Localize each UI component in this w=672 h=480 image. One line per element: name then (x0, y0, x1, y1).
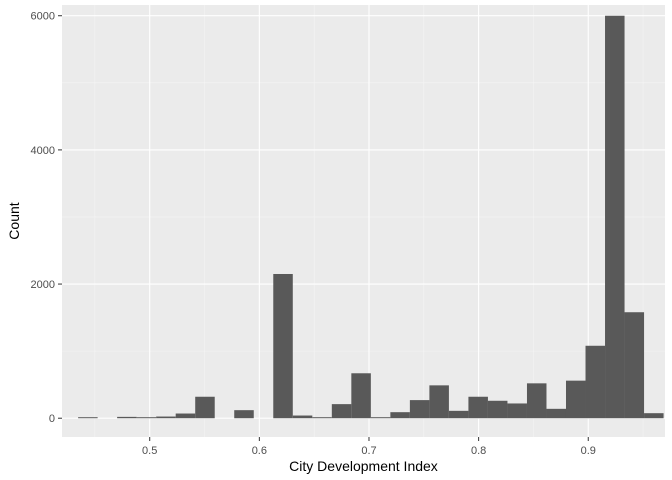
y-tick-label: 0 (49, 413, 55, 425)
y-tick-label: 4000 (31, 145, 55, 157)
histogram-bar (468, 396, 488, 419)
x-tick-label: 0.6 (252, 445, 267, 457)
histogram-bar (175, 413, 196, 419)
histogram-bar (526, 383, 547, 419)
histogram-bar (156, 416, 176, 419)
histogram-bar (605, 15, 625, 419)
minor-gridlines (62, 5, 665, 437)
histogram-bar (351, 373, 371, 419)
y-axis-ticks: 0 2000 4000 6000 (31, 11, 62, 425)
x-axis-title: City Development Index (289, 458, 438, 474)
histogram-bar (117, 416, 137, 419)
histogram-bar (292, 415, 313, 419)
histogram-bar (195, 396, 215, 419)
x-tick-label: 0.5 (142, 445, 157, 457)
histogram-bar (429, 385, 449, 419)
x-tick-label: 0.9 (581, 445, 596, 457)
y-tick-label: 6000 (31, 11, 55, 23)
histogram-bar (644, 413, 664, 419)
histogram-bar (370, 417, 391, 419)
histogram-bar (78, 417, 98, 419)
histogram-bar (507, 403, 527, 419)
y-axis-title: Count (6, 202, 22, 239)
histogram-bar (624, 312, 645, 419)
histogram-bar (234, 410, 254, 419)
x-tick-label: 0.7 (361, 445, 376, 457)
histogram-bar (273, 273, 293, 419)
histogram-bar (331, 404, 352, 419)
histogram-bar (448, 410, 469, 419)
histogram-bar (546, 408, 566, 419)
plot-panel (62, 5, 665, 437)
histogram-bar (136, 417, 157, 419)
x-tick-label: 0.8 (471, 445, 486, 457)
y-tick-label: 2000 (31, 279, 55, 291)
x-axis-ticks: 0.5 0.6 0.7 0.8 0.9 (142, 437, 596, 457)
histogram-bar (585, 345, 606, 419)
histogram-bar (487, 400, 508, 419)
histogram-bar (565, 380, 586, 419)
histogram-bars (78, 15, 664, 419)
histogram-bar (312, 417, 332, 419)
histogram-bar (409, 400, 430, 419)
histogram-bar (390, 412, 410, 419)
